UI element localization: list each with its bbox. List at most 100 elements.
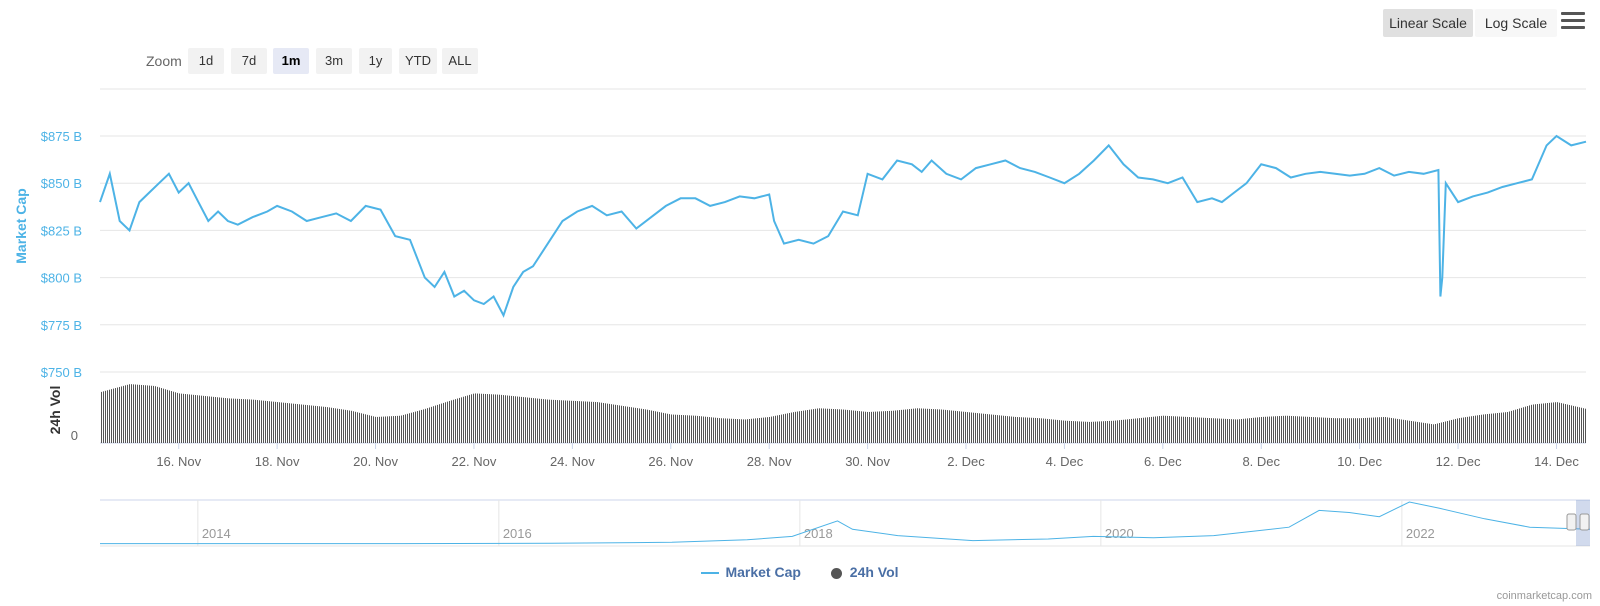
volume-bar [647,409,648,443]
volume-bar [1037,418,1038,443]
scale-button-linear[interactable]: Linear Scale [1383,9,1473,37]
volume-bar [869,411,870,443]
volume-bar [917,408,918,443]
volume-bar [1137,418,1138,443]
volume-bar [959,411,960,443]
volume-bar [279,402,280,443]
volume-bar [1059,420,1060,443]
volume-bar [1489,413,1490,443]
volume-bar [1415,421,1416,443]
volume-bar [339,408,340,443]
x-tick-label: 6. Dec [1144,454,1182,469]
volume-bar [425,408,426,443]
volume-bar [1075,421,1076,443]
volume-bar [827,408,828,443]
volume-bar [1049,419,1050,443]
volume-bar [1155,416,1156,443]
y-tick-label: $850 B [41,176,82,191]
volume-bar [107,390,108,443]
volume-bar [961,411,962,443]
volume-bar [423,409,424,443]
volume-bar [511,395,512,443]
volume-bar [997,415,998,443]
volume-bar [585,401,586,443]
volume-bar [1179,416,1180,443]
volume-bar [655,411,656,443]
volume-bar [1579,407,1580,443]
volume-bar [1165,415,1166,443]
zoom-button-all[interactable]: ALL [442,48,478,74]
volume-bar [1417,421,1418,443]
legend-item-market-cap[interactable]: Market Cap [701,564,804,580]
volume-bar [1541,403,1542,443]
volume-bar [135,384,136,443]
zoom-button-7d[interactable]: 7d [231,48,267,74]
volume-bar [669,414,670,443]
volume-bar [1545,403,1546,443]
volume-bar [281,402,282,443]
hamburger-menu-icon[interactable] [1561,12,1585,34]
zoom-button-1m[interactable]: 1m [273,48,309,74]
volume-bar [903,409,904,443]
grid-lines [100,88,1586,444]
volume-bar [201,395,202,443]
volume-bar [1529,405,1530,443]
volume-bar [343,409,344,443]
volume-bar [1491,413,1492,443]
volume-bar [649,410,650,443]
volume-bar [1485,414,1486,443]
volume-bar [1565,404,1566,443]
volume-bar [237,398,238,443]
volume-bar [737,419,738,443]
zoom-button-3m[interactable]: 3m [316,48,352,74]
volume-bar [811,409,812,443]
volume-bar [1185,416,1186,443]
volume-bar [783,414,784,443]
zoom-button-ytd[interactable]: YTD [399,48,437,74]
volume-bar [1083,421,1084,443]
volume-bar [467,395,468,443]
volume-bar [1215,418,1216,443]
volume-bar [131,384,132,443]
volume-bar [567,400,568,443]
volume-bar [593,401,594,443]
volume-axis-zero: 0 [71,428,78,443]
volume-bar [451,400,452,443]
volume-bar [1375,417,1376,443]
navigator[interactable]: 2014 2016 2018 2020 2022 [100,499,1591,547]
volume-bar [1441,422,1442,443]
credits[interactable]: coinmarketcap.com [1496,590,1592,602]
volume-bar [587,401,588,443]
navigator-handle[interactable] [1579,513,1590,531]
volume-bar [619,405,620,443]
volume-bar [877,411,878,443]
volume-bar [927,408,928,443]
volume-bar [809,409,810,443]
volume-bar [607,403,608,443]
volume-bar [177,392,178,443]
volume-bar [1289,415,1290,443]
volume-bar [1421,422,1422,443]
volume-bar [1345,418,1346,443]
volume-bar [1551,402,1552,443]
legend-item-volume[interactable]: 24h Vol [830,564,899,580]
volume-bar [1303,416,1304,443]
volume-bar [1181,416,1182,443]
volume-bar [513,396,514,443]
volume-bar [1503,412,1504,443]
volume-bar [1333,418,1334,443]
legend-dot-icon [830,567,842,579]
zoom-button-1y[interactable]: 1y [359,48,392,74]
navigator-handle[interactable] [1566,513,1577,531]
y-axis-ticks: $750 B $775 B $800 B $825 B $850 B $875 B [41,129,82,380]
volume-bar [1035,417,1036,443]
volume-bar [873,411,874,443]
volume-bar [273,401,274,443]
volume-bar [489,394,490,443]
volume-bar [161,388,162,443]
navigator-series [100,501,1591,545]
volume-bar [825,408,826,443]
zoom-button-1d[interactable]: 1d [188,48,224,74]
volume-bars [101,384,1586,443]
scale-button-log[interactable]: Log Scale [1475,9,1557,37]
